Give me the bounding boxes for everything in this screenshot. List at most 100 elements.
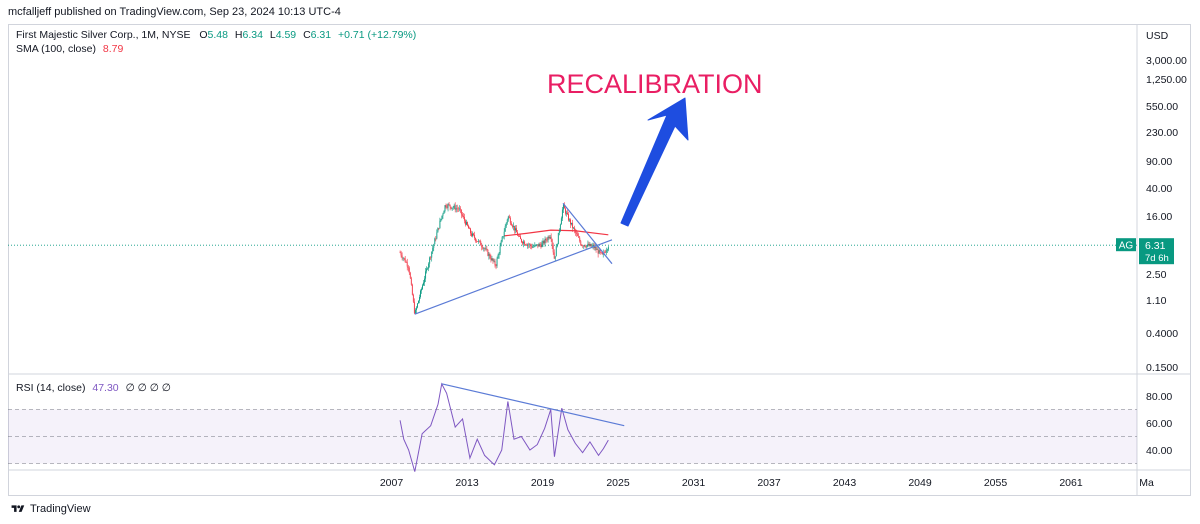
candle-body: [563, 204, 565, 209]
candle-body: [565, 208, 566, 214]
candles-layer: [399, 201, 609, 315]
trendlines-layer: [414, 202, 613, 315]
candle-body: [596, 249, 598, 251]
candle-body: [518, 235, 519, 237]
candle-body: [601, 252, 603, 255]
candle-body: [540, 244, 542, 248]
price-tick-label: 90.00: [1146, 156, 1172, 168]
price-trendline: [562, 202, 613, 265]
candle-body: [584, 245, 586, 247]
candle-body: [524, 241, 526, 245]
candle-body: [480, 241, 482, 246]
sma-label[interactable]: SMA (100, close): [16, 43, 96, 55]
candle-body: [529, 244, 531, 246]
candle-body: [495, 265, 497, 267]
candle-body: [472, 233, 474, 236]
candle-body: [536, 244, 538, 245]
candle-body: [571, 222, 573, 225]
price-tick-label: 2.50: [1146, 269, 1167, 281]
candle-body: [465, 222, 467, 225]
candle-body: [412, 294, 414, 302]
candle-body: [441, 215, 443, 219]
candle-body: [585, 246, 587, 248]
candle-body: [503, 231, 505, 237]
candle-body: [468, 225, 469, 229]
candle-body: [487, 249, 489, 256]
candle-body: [568, 214, 569, 221]
candle-body: [424, 278, 426, 283]
candle-body: [443, 211, 445, 214]
candle-body: [403, 257, 405, 259]
candle-body: [546, 240, 548, 241]
candle-body: [530, 244, 532, 247]
candle-body: [418, 300, 419, 304]
price-tick-label: 0.4000: [1146, 328, 1178, 340]
rsi-band-layer: [8, 409, 1137, 464]
candle-body: [570, 219, 572, 225]
candle-body: [537, 244, 539, 247]
candle-body: [560, 218, 562, 225]
candle-body: [437, 227, 439, 233]
candle-body: [486, 248, 488, 250]
candle-body: [446, 206, 448, 208]
candle-body: [510, 223, 512, 226]
footer-brand[interactable]: TradingView: [30, 503, 91, 515]
candle-body: [473, 233, 475, 235]
candle-body: [575, 230, 577, 233]
time-tick-label: 2049: [908, 477, 932, 489]
candle-body: [595, 247, 597, 250]
candle-body: [589, 244, 591, 246]
candle-body: [592, 245, 594, 246]
candle-body: [415, 307, 417, 311]
candle-body: [550, 236, 552, 240]
candle-body: [502, 236, 504, 238]
candle-body: [606, 249, 608, 251]
candle-body: [411, 284, 413, 295]
currency-label: USD: [1146, 30, 1169, 42]
candle-body: [501, 237, 503, 242]
candle-body: [544, 238, 546, 244]
symbol-name[interactable]: First Majestic Silver Corp., 1M, NYSE: [16, 29, 191, 41]
change-value: +0.71 (+12.79%): [338, 29, 417, 41]
candle-body: [467, 222, 468, 226]
candle-body: [557, 232, 559, 245]
candle-body: [500, 241, 502, 247]
candle-body: [420, 290, 421, 298]
footer: TradingView: [10, 503, 91, 515]
candle-body: [400, 252, 402, 256]
candle-body: [439, 220, 441, 229]
candle-body: [558, 230, 560, 233]
candle-body: [579, 237, 581, 242]
candle-body: [591, 245, 593, 247]
candle-body: [491, 258, 493, 261]
candle-body: [535, 244, 537, 246]
candle-body: [532, 246, 534, 248]
candle-body: [520, 236, 521, 240]
candle-body: [402, 257, 404, 259]
candle-body: [516, 228, 517, 233]
candle-body: [588, 243, 590, 246]
candle-body: [435, 238, 437, 240]
time-tick-label: 2031: [682, 477, 706, 489]
candle-body: [485, 248, 487, 250]
candle-body: [401, 255, 403, 259]
candle-body: [461, 214, 463, 216]
candle-body: [512, 225, 514, 227]
candle-body: [582, 245, 584, 247]
rsi-label[interactable]: RSI (14, close): [16, 382, 86, 394]
rsi-tick-label: 60.00: [1146, 418, 1172, 430]
candle-body: [554, 256, 556, 259]
price-trendline: [414, 239, 613, 315]
candle-body: [522, 241, 524, 244]
price-tick-label: 1,250.00: [1146, 74, 1187, 86]
candle-body: [587, 243, 589, 246]
candle-body: [547, 236, 549, 241]
candle-body: [597, 249, 599, 254]
high-value: 6.34: [242, 29, 263, 41]
candle-body: [404, 258, 406, 263]
candle-body: [462, 215, 464, 217]
candle-body: [416, 303, 418, 308]
candle-body: [508, 216, 510, 218]
candle-body: [528, 244, 530, 246]
